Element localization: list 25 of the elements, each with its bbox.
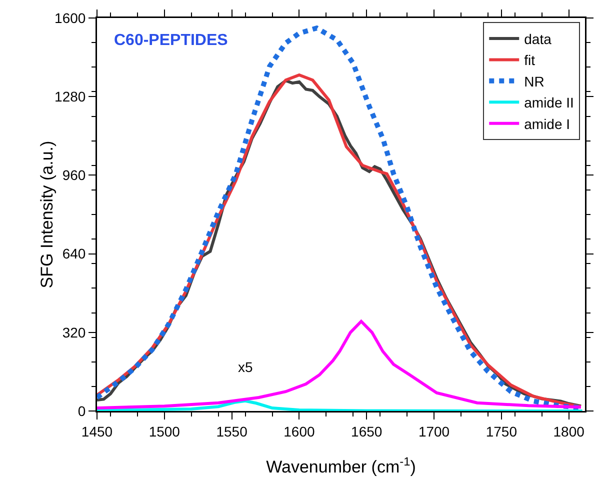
legend-label: amide I	[524, 116, 570, 132]
legend-label: data	[524, 30, 552, 47]
y-tick-label: 1600	[54, 10, 86, 26]
x-tick-label: 1700	[418, 423, 450, 440]
x-tick-label: 1550	[216, 423, 248, 440]
annotation: x5	[238, 359, 253, 375]
y-tick-label: 320	[62, 324, 86, 340]
y-tick-label: 0	[78, 402, 86, 419]
x-tick-label: 1750	[486, 423, 518, 440]
x-tick-label: 1800	[553, 423, 585, 440]
line-series	[97, 399, 584, 411]
text: C60-PEPTIDES	[114, 32, 228, 49]
y-axis-title: SFG Intensity (a.u.)	[38, 140, 56, 288]
legend-label: fit	[524, 52, 536, 68]
legend-label: NR	[524, 73, 544, 90]
x-tick-label: 1500	[148, 423, 180, 440]
y-tick-label: 640	[62, 246, 86, 262]
line-series	[97, 320, 582, 410]
x-tick-label: 1650	[351, 423, 382, 440]
x-tick-label: 1600	[284, 423, 315, 440]
x-axis-title: Wavenumber (cm$^{-1}$)	[266, 454, 416, 476]
x-tick-label: 1450	[81, 423, 113, 440]
y-tick-label: 1280	[54, 88, 86, 104]
y-tick-label: 960	[62, 167, 86, 184]
legend-label: amide II	[524, 94, 574, 111]
